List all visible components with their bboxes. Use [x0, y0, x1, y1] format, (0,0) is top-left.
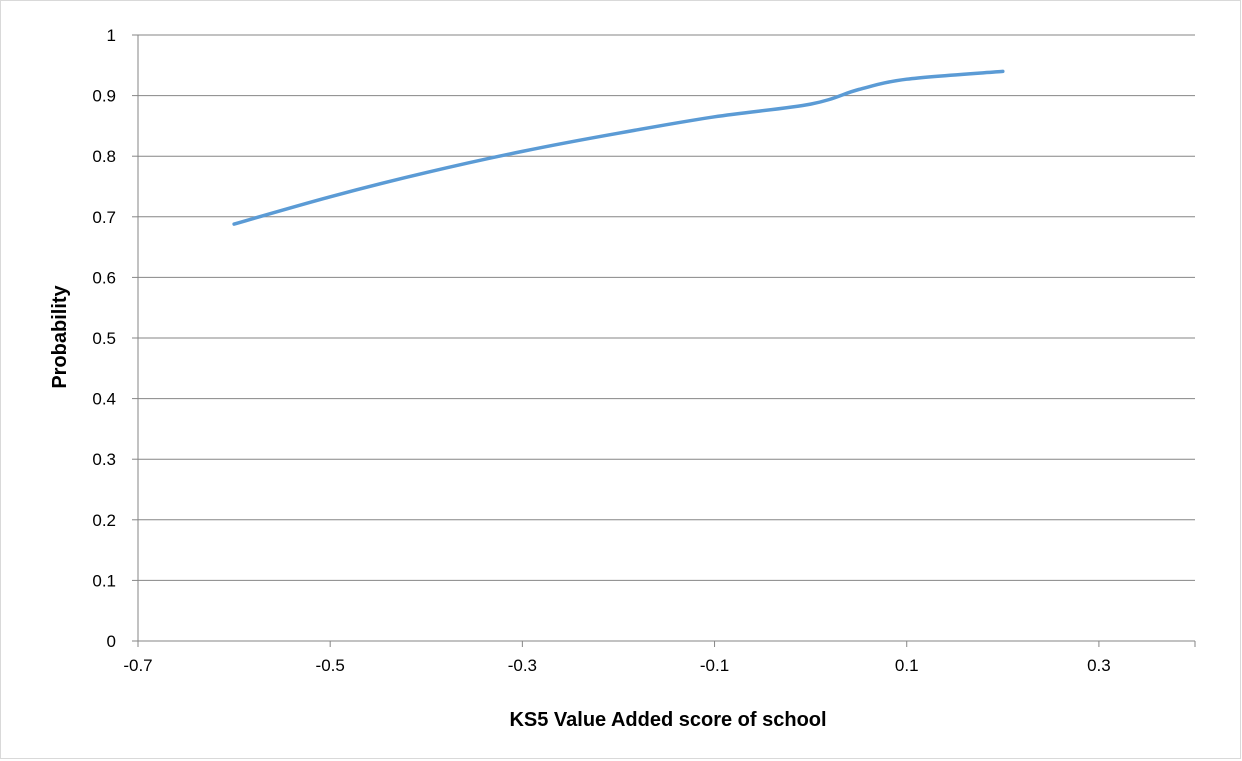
x-tick-label: 0.1	[895, 656, 919, 675]
y-tick-label: 0	[107, 632, 116, 651]
y-tick-label: 0.2	[92, 511, 116, 530]
x-tick-label: -0.7	[123, 656, 152, 675]
x-axis-title: KS5 Value Added score of school	[509, 709, 826, 731]
y-tick-label: 1	[107, 26, 116, 45]
y-tick-label: 0.1	[92, 571, 116, 590]
x-tick-label: -0.5	[316, 656, 345, 675]
y-axis-title: Probability	[49, 284, 71, 388]
y-tick-label: 0.5	[92, 329, 116, 348]
x-tick-label: -0.1	[700, 656, 729, 675]
y-tick-label: 0.8	[92, 147, 116, 166]
y-tick-label: 0.3	[92, 450, 116, 469]
x-tick-label: 0.3	[1087, 656, 1111, 675]
y-tick-label: 0.4	[92, 390, 116, 409]
y-tick-label: 0.9	[92, 87, 116, 106]
y-tick-label: 0.6	[92, 268, 116, 287]
series-line	[232, 69, 1005, 226]
series	[232, 69, 1005, 226]
gridlines	[138, 34, 1195, 581]
y-tick-label: 0.7	[92, 208, 116, 227]
x-tick-label: -0.3	[508, 656, 537, 675]
tick-labels: 0 0.1 0.2 0.3 0.4 0.5 0.6 0.7 0.8 0.9 1 -0.7 -0.5 -0.…	[92, 26, 1110, 675]
axes	[132, 34, 1196, 647]
